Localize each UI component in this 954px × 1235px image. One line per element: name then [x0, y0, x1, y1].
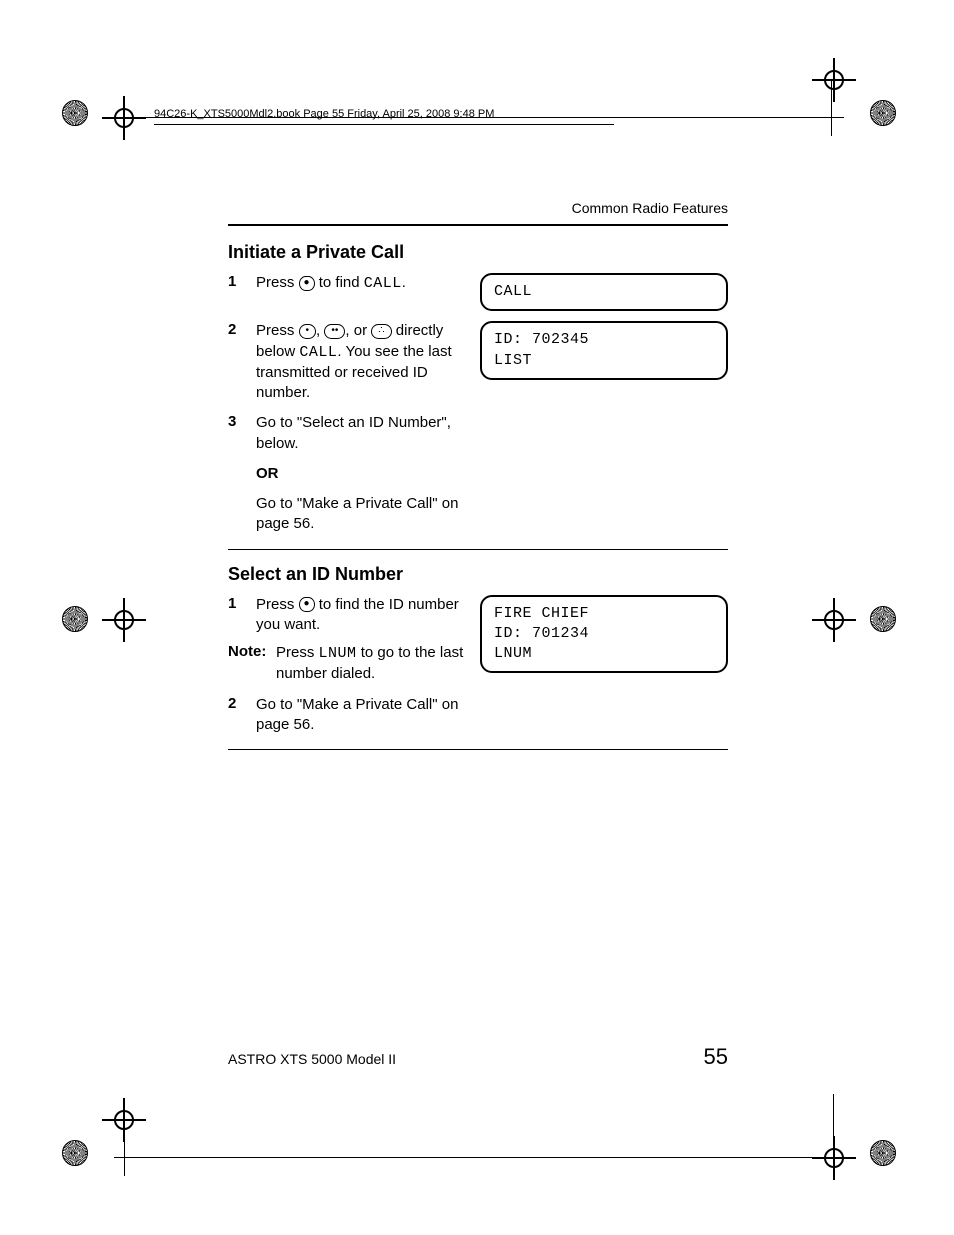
- rosette-icon: [62, 100, 88, 126]
- text: Go to "Select an ID Number", below.: [256, 414, 451, 451]
- note-label: Note:: [228, 643, 276, 685]
- text: ,: [316, 322, 324, 339]
- section-title-select: Select an ID Number: [228, 564, 728, 585]
- step-instruction: Go to "Make a Private Call" on page 56.: [256, 695, 480, 736]
- text: Press: [256, 274, 299, 291]
- step-instruction: Press ● to find CALL.: [256, 273, 480, 294]
- page: 94C26-K_XTS5000Mdl2.book Page 55 Friday,…: [0, 0, 954, 1235]
- radio-screen: CALL: [480, 273, 728, 311]
- step-row: 2 Press •, ••, or ∴ directly below CALL.…: [228, 321, 728, 403]
- screen-line: FIRE CHIEF: [494, 604, 714, 624]
- running-head: Common Radio Features: [228, 200, 728, 216]
- softkey-three-icon: ∴: [371, 324, 391, 339]
- text: Go to "Make a Private Call" on page 56.: [256, 495, 458, 532]
- select-button-icon: ●: [299, 597, 315, 612]
- rule-mid: [228, 549, 728, 550]
- or-label: OR: [256, 464, 472, 484]
- text: Press: [256, 322, 299, 339]
- code-text: CALL: [364, 275, 402, 292]
- note-text: Press LNUM to go to the last number dial…: [276, 643, 480, 685]
- text: Press: [276, 644, 319, 661]
- step-number: 1: [228, 595, 256, 636]
- crop-mark-bottom-right: [776, 1100, 896, 1190]
- text: to find: [315, 274, 364, 291]
- screen-line: ID: 701234: [494, 624, 714, 644]
- radio-screen: ID: 702345 LIST: [480, 321, 728, 380]
- code-text: LNUM: [319, 645, 357, 662]
- crop-mark-bottom-left: [62, 1100, 182, 1190]
- step-row: 3 Go to "Select an ID Number", below. OR…: [228, 413, 728, 534]
- book-header: 94C26-K_XTS5000Mdl2.book Page 55 Friday,…: [154, 106, 614, 125]
- screen-line: LIST: [494, 351, 714, 371]
- crop-mark-mid-right: [776, 592, 896, 652]
- text: Go to "Make a Private Call" on page 56.: [256, 696, 458, 733]
- rosette-icon: [62, 1140, 88, 1166]
- step-row: 1 Press ● to find CALL. CALL: [228, 273, 728, 311]
- text: .: [402, 274, 406, 291]
- screen-line: CALL: [494, 282, 714, 302]
- softkey-one-icon: •: [299, 324, 317, 339]
- page-number: 55: [704, 1044, 728, 1070]
- register-cross-icon: [110, 606, 138, 634]
- step-instruction: Press •, ••, or ∴ directly below CALL. Y…: [256, 321, 480, 403]
- register-cross-icon: [820, 66, 848, 94]
- crop-mark-top-right: [776, 60, 896, 150]
- rosette-icon: [870, 100, 896, 126]
- step-number: 2: [228, 321, 256, 338]
- rosette-icon: [870, 606, 896, 632]
- text: , or: [345, 322, 371, 339]
- code-text: CALL: [299, 344, 337, 361]
- select-button-icon: ●: [299, 276, 315, 291]
- rule-top: [228, 224, 728, 226]
- crop-mark-mid-left: [62, 592, 182, 652]
- text: Press: [256, 596, 299, 613]
- section-title-initiate: Initiate a Private Call: [228, 242, 728, 263]
- rule-bottom: [228, 749, 728, 750]
- step-instruction: Go to "Select an ID Number", below. OR G…: [256, 413, 480, 534]
- content-column: Common Radio Features Initiate a Private…: [228, 200, 728, 764]
- step-row: 2 Go to "Make a Private Call" on page 56…: [228, 695, 728, 736]
- radio-screen: FIRE CHIEF ID: 701234 LNUM: [480, 595, 728, 674]
- step-number: 1: [228, 273, 256, 290]
- softkey-two-icon: ••: [324, 324, 345, 339]
- step-number: 2: [228, 695, 256, 712]
- rosette-icon: [62, 606, 88, 632]
- register-cross-icon: [820, 606, 848, 634]
- step-instruction: Press ● to find the ID number you want.: [256, 595, 480, 636]
- step-number: 3: [228, 413, 256, 430]
- screen-line: ID: 702345: [494, 330, 714, 350]
- register-cross-icon: [820, 1144, 848, 1172]
- footer-model: ASTRO XTS 5000 Model II: [228, 1051, 396, 1067]
- footer: ASTRO XTS 5000 Model II 55: [228, 1044, 728, 1070]
- step-row: 1 Press ● to find the ID number you want…: [228, 595, 728, 685]
- register-cross-icon: [110, 104, 138, 132]
- screen-line: LNUM: [494, 644, 714, 664]
- rosette-icon: [870, 1140, 896, 1166]
